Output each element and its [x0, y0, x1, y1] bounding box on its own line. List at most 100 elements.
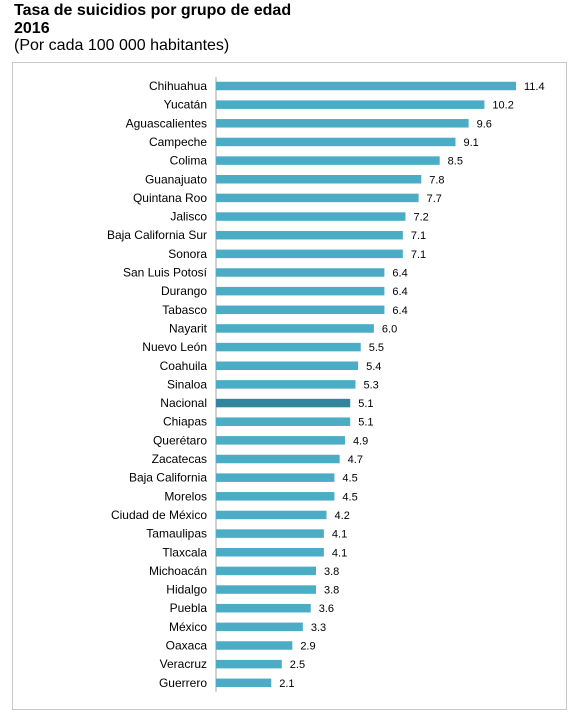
value-label: 9.1	[463, 137, 478, 149]
value-label: 4.2	[335, 510, 350, 522]
category-label: Tamaulipas	[146, 527, 207, 541]
bar	[216, 548, 324, 557]
bar	[216, 156, 440, 165]
category-label: San Luis Potosí	[123, 266, 208, 280]
category-label: Yucatán	[164, 98, 207, 112]
value-label: 6.4	[392, 268, 407, 280]
bar	[216, 175, 422, 184]
bar	[216, 436, 345, 445]
bar-nacional	[216, 398, 351, 408]
value-label: 4.5	[342, 491, 357, 503]
bar	[216, 361, 359, 370]
chart-frame	[12, 62, 567, 710]
value-label: 4.5	[342, 473, 357, 485]
value-label: 8.5	[448, 156, 463, 168]
category-label: Guanajuato	[145, 172, 207, 186]
bar	[216, 417, 351, 426]
category-label: Campeche	[149, 135, 207, 149]
bar	[216, 492, 335, 501]
bar	[216, 342, 361, 352]
category-label: Oaxaca	[166, 639, 208, 653]
chart-subtitle: (Por cada 100 000 habitantes)	[14, 37, 230, 54]
category-label: Quintana Roo	[133, 191, 207, 205]
bar	[216, 566, 316, 576]
value-label: 6.4	[392, 305, 407, 317]
bar	[216, 510, 327, 520]
value-label: 2.9	[300, 641, 315, 653]
value-label: 5.5	[369, 342, 384, 354]
category-label: México	[169, 620, 207, 634]
value-label: 7.7	[427, 193, 442, 205]
category-label: Colima	[170, 154, 208, 168]
value-label: 9.6	[477, 118, 492, 130]
category-label: Durango	[161, 284, 207, 298]
value-label: 5.3	[363, 379, 378, 391]
category-label: Chihuahua	[149, 79, 207, 93]
bar	[216, 603, 311, 613]
category-label: Ciudad de México	[111, 508, 207, 522]
bar	[216, 529, 324, 538]
value-label: 7.1	[411, 249, 426, 261]
category-label: Veracruz	[160, 657, 207, 671]
value-label: 4.1	[332, 529, 347, 541]
bar	[216, 286, 385, 296]
category-label: Puebla	[170, 601, 208, 615]
bar	[216, 81, 516, 91]
category-label: Tlaxcala	[162, 545, 207, 559]
value-label: 6.0	[382, 323, 397, 335]
bar	[216, 473, 335, 482]
category-label: Chiapas	[163, 415, 207, 429]
category-label: Zacatecas	[152, 452, 207, 466]
value-label: 4.1	[332, 547, 347, 559]
category-label: Hidalgo	[166, 583, 207, 597]
value-label: 11.4	[524, 81, 545, 93]
value-label: 3.6	[319, 603, 334, 615]
bar	[216, 249, 403, 259]
value-label: 5.1	[358, 417, 373, 429]
category-label: Guerrero	[159, 676, 207, 690]
bar	[216, 641, 293, 650]
bar	[216, 212, 406, 221]
value-label: 3.8	[324, 566, 339, 578]
category-label: Baja California	[129, 471, 207, 485]
chart-title: Tasa de suicidios por grupo de edad	[14, 2, 292, 19]
category-label: Aguascalientes	[126, 116, 207, 130]
bar	[216, 678, 272, 688]
bar	[216, 305, 385, 315]
value-label: 7.2	[413, 212, 428, 224]
category-label: Nuevo León	[142, 340, 207, 354]
bar	[216, 454, 340, 464]
category-label: Michoacán	[149, 564, 207, 578]
value-label: 4.7	[348, 454, 363, 466]
bar	[216, 193, 419, 203]
category-label: Nacional	[160, 396, 207, 410]
value-label: 7.1	[411, 230, 426, 242]
category-label: Sinaloa	[167, 377, 207, 391]
category-label: Jalisco	[170, 210, 207, 224]
bar	[216, 100, 485, 109]
value-label: 3.8	[324, 585, 339, 597]
value-label: 5.4	[366, 361, 381, 373]
value-label: 4.9	[353, 435, 368, 447]
value-label: 5.1	[358, 398, 373, 410]
value-label: 6.4	[392, 286, 407, 298]
category-label: Baja California Sur	[107, 228, 207, 242]
value-label: 10.2	[492, 100, 513, 112]
category-label: Coahuila	[160, 359, 208, 373]
category-label: Nayarit	[169, 321, 208, 335]
category-label: Sonora	[168, 247, 207, 261]
value-label: 2.1	[279, 678, 294, 690]
bar	[216, 622, 303, 632]
category-label: Tabasco	[162, 303, 207, 317]
bar	[216, 137, 456, 147]
value-label: 2.5	[290, 659, 305, 671]
bar	[216, 659, 282, 669]
category-label: Querétaro	[153, 433, 207, 447]
bar	[216, 268, 385, 277]
bar	[216, 119, 469, 128]
bar	[216, 324, 374, 333]
value-label: 3.3	[311, 622, 326, 634]
chart-year: 2016	[14, 20, 50, 37]
bar	[216, 585, 316, 594]
